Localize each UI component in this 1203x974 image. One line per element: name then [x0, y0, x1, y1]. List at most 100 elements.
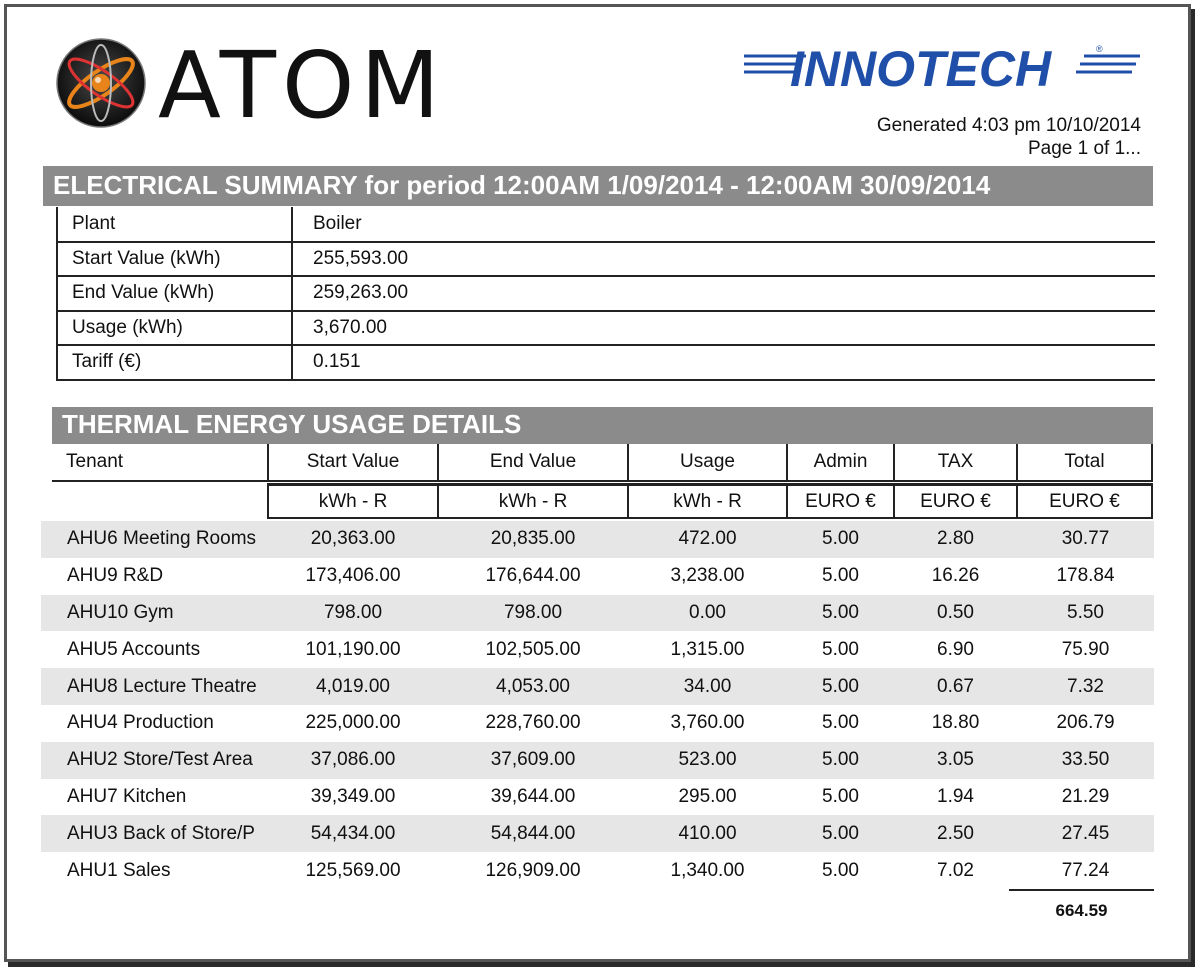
table-row: AHU5 Accounts 101,190.00 102,505.00 1,315.0…: [41, 631, 1154, 668]
total-cell: 206.79: [1056, 712, 1115, 734]
tax-cell: 7.02: [937, 859, 974, 881]
summary-row: Start Value (kWh) 255,593.00: [56, 241, 1155, 277]
col-tax: TAX: [895, 444, 1018, 482]
unit-start-value: kWh - R: [269, 483, 439, 519]
total-cell: 21.29: [1061, 785, 1110, 807]
atom-logo-icon: [56, 38, 146, 128]
end-value-cell: 39,644.00: [490, 785, 576, 807]
admin-cell: 5.00: [822, 638, 859, 660]
usage-cell: 1,315.00: [670, 638, 745, 660]
end-value-cell: 4,053.00: [496, 675, 570, 697]
tenant-cell: AHU5 Accounts: [67, 638, 201, 660]
table-row: AHU10 Gym 798.00 798.00 0.00 5.00 0.50 5.50: [41, 594, 1154, 632]
start-value-cell: 20,363.00: [310, 528, 396, 550]
tenant-cell: AHU8 Lecture Theatre: [67, 675, 257, 697]
start-value-cell: 225,000.00: [305, 712, 401, 734]
admin-cell: 5.00: [822, 822, 859, 844]
tax-cell: 18.80: [931, 712, 980, 734]
tax-cell: 16.26: [931, 565, 980, 587]
tenant-cell: AHU4 Production: [67, 712, 214, 734]
tenant-cell: AHU9 R&D: [67, 565, 164, 587]
table-row: AHU1 Sales 125,569.00 126,909.00 1,340.00 5.…: [41, 852, 1154, 889]
column-header-row: Tenant Start Value End Value Usage Admin…: [52, 444, 1153, 482]
innotech-logo: INNOTECH ®: [744, 41, 1140, 94]
tenant-cell: AHU7 Kitchen: [67, 785, 187, 807]
usage-cell: 34.00: [683, 675, 732, 697]
summary-row: Plant Boiler: [56, 207, 1155, 243]
summary-value: 3,670.00: [292, 310, 1155, 346]
end-value-cell: 20,835.00: [490, 528, 576, 550]
usage-cell: 1,340.00: [670, 859, 745, 881]
usage-cell: 295.00: [678, 785, 737, 807]
admin-cell: 5.00: [822, 675, 859, 697]
unit-total: EURO €: [1018, 483, 1153, 519]
table-row: AHU7 Kitchen 39,349.00 39,644.00 295.00 5.00…: [41, 779, 1154, 816]
summary-label: Plant: [56, 207, 293, 243]
end-value-cell: 126,909.00: [485, 859, 581, 881]
total-cell: 178.84: [1056, 565, 1115, 587]
tenant-cell: AHU6 Meeting Rooms: [67, 528, 257, 550]
col-admin: Admin: [788, 444, 895, 482]
electrical-summary-table: Plant Boiler Start Value (kWh) 255,593.0…: [56, 207, 1155, 381]
table-row: AHU2 Store/Test Area 37,086.00 37,609.00 52…: [41, 741, 1154, 779]
thermal-usage-title: THERMAL ENERGY USAGE DETAILS: [52, 407, 1153, 444]
atom-brand-text: ATOM: [158, 32, 446, 139]
admin-cell: 5.00: [822, 712, 859, 734]
usage-cell: 3,760.00: [670, 712, 745, 734]
table-row: AHU4 Production 225,000.00 228,760.00 3,760…: [41, 705, 1154, 742]
unit-end-value: kWh - R: [439, 483, 629, 519]
total-divider: [1009, 889, 1154, 891]
thermal-table-body: AHU6 Meeting Rooms 20,363.00 20,835.00 472.…: [41, 521, 1154, 889]
usage-cell: 410.00: [678, 822, 737, 844]
start-value-cell: 101,190.00: [305, 638, 401, 660]
unit-admin: EURO €: [788, 483, 895, 519]
table-row: AHU9 R&D 173,406.00 176,644.00 3,238.00 5.00…: [41, 558, 1154, 595]
summary-value: 259,263.00: [292, 276, 1155, 312]
col-total: Total: [1018, 444, 1153, 482]
start-value-cell: 4,019.00: [316, 675, 390, 697]
admin-cell: 5.00: [822, 528, 859, 550]
summary-label: End Value (kWh): [56, 276, 293, 312]
tenant-cell: AHU10 Gym: [67, 601, 174, 623]
summary-row: Usage (kWh) 3,670.00: [56, 310, 1155, 346]
tax-cell: 6.90: [937, 638, 974, 660]
summary-label: Start Value (kWh): [56, 241, 293, 277]
admin-cell: 5.00: [822, 859, 859, 881]
end-value-cell: 798.00: [503, 601, 563, 623]
col-tenant: Tenant: [52, 444, 269, 482]
table-row: AHU3 Back of Store/P 54,434.00 54,844.00 41…: [41, 815, 1154, 853]
table-row: AHU8 Lecture Theatre 4,019.00 4,053.00 34.0…: [41, 668, 1154, 705]
summary-label: Usage (kWh): [56, 310, 293, 346]
end-value-cell: 37,609.00: [490, 749, 576, 771]
total-cell: 7.32: [1067, 675, 1104, 697]
total-cell: 33.50: [1061, 749, 1110, 771]
start-value-cell: 173,406.00: [305, 565, 401, 587]
summary-value: Boiler: [292, 207, 1155, 243]
tax-cell: 2.80: [937, 528, 974, 550]
unit-header-row: kWh - R kWh - R kWh - R EURO € EURO € EU…: [52, 483, 1153, 519]
tax-cell: 0.67: [937, 675, 974, 697]
admin-cell: 5.00: [822, 785, 859, 807]
tax-cell: 2.50: [937, 822, 974, 844]
tenant-cell: AHU1 Sales: [67, 859, 171, 881]
unit-tax: EURO €: [895, 483, 1018, 519]
start-value-cell: 54,434.00: [310, 822, 396, 844]
unit-usage: kWh - R: [629, 483, 788, 519]
end-value-cell: 102,505.00: [485, 638, 581, 660]
col-start-value: Start Value: [269, 444, 439, 482]
col-end-value: End Value: [439, 444, 629, 482]
end-value-cell: 176,644.00: [485, 565, 581, 587]
summary-row: End Value (kWh) 259,263.00: [56, 276, 1155, 312]
svg-text:®: ®: [1096, 44, 1103, 54]
end-value-cell: 228,760.00: [485, 712, 581, 734]
total-cell: 77.24: [1061, 859, 1110, 881]
electrical-summary-title: ELECTRICAL SUMMARY for period 12:00AM 1/…: [43, 166, 1153, 206]
tax-cell: 0.50: [937, 601, 974, 623]
unit-tenant: [52, 483, 269, 519]
tenant-cell: AHU2 Store/Test Area: [67, 749, 253, 771]
start-value-cell: 798.00: [323, 601, 383, 623]
innotech-brand-text: INNOTECH: [790, 41, 1052, 94]
start-value-cell: 39,349.00: [310, 785, 396, 807]
usage-cell: 3,238.00: [670, 565, 745, 587]
total-cell: 5.50: [1067, 601, 1104, 623]
